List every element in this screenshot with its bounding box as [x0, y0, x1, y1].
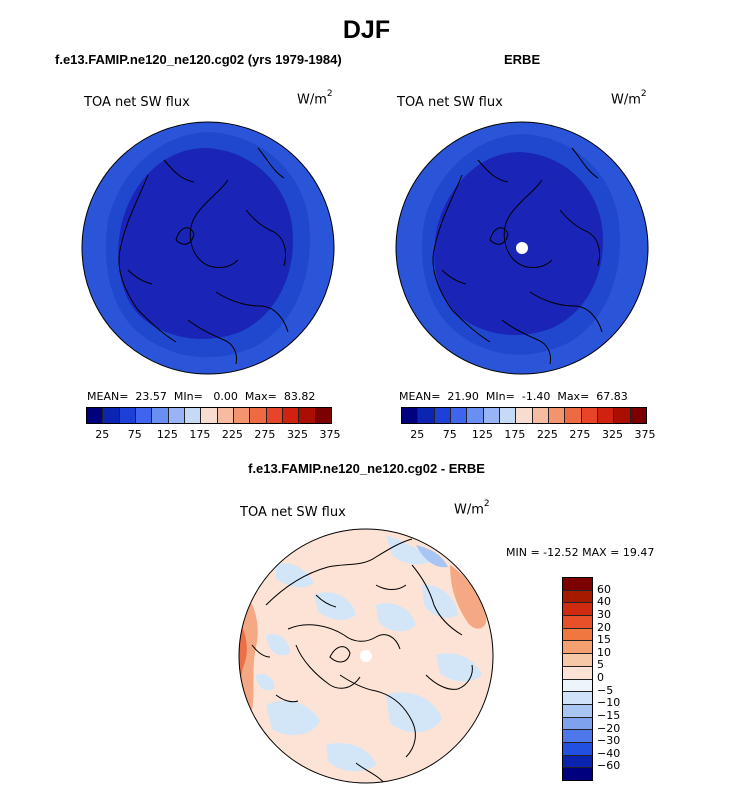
obs-polar-map	[395, 121, 649, 375]
colorbar-swatch	[467, 408, 484, 423]
colorbar-tick-label: 60	[597, 582, 611, 596]
colorbar-swatch	[402, 408, 419, 423]
diff-stats: MIN = -12.52 MAX = 19.47	[506, 546, 655, 559]
model-plot-label: TOA net SW flux	[84, 95, 190, 110]
colorbar-tick-label: −20	[597, 721, 621, 735]
obs-panel-title: ERBE	[504, 52, 541, 67]
colorbar-tick-label: −5	[597, 683, 614, 697]
obs-stats: MEAN= 21.90 MIn= -1.40 Max= 67.83	[399, 390, 628, 403]
colorbar-swatch	[483, 408, 500, 423]
colorbar-swatch	[563, 654, 592, 667]
colorbar-swatch	[563, 603, 592, 617]
colorbar-tick-label: 5	[597, 658, 604, 672]
colorbar-swatch	[548, 408, 566, 423]
colorbar-swatch	[201, 408, 218, 423]
colorbar-swatch	[597, 408, 615, 423]
colorbar-swatch	[614, 408, 631, 423]
diff-units: W/m2	[454, 499, 490, 518]
figure-title: DJF	[342, 16, 391, 44]
diff-plot-label: TOA net SW flux	[240, 505, 346, 520]
colorbar-swatch	[315, 408, 331, 423]
model-colorbar	[86, 407, 332, 424]
colorbar-tick-label: 175	[189, 428, 211, 441]
colorbar-swatch	[418, 408, 435, 423]
colorbar-tick-label: 325	[601, 428, 623, 441]
colorbar-swatch	[217, 408, 234, 423]
colorbar-swatch	[266, 408, 283, 423]
obs-colorbar-ticks: 25 75 125 175 225 275 325 375	[401, 428, 655, 442]
colorbar-swatch	[450, 408, 468, 423]
colorbar-swatch	[563, 641, 592, 655]
colorbar-tick-label: −15	[597, 708, 621, 722]
colorbar-swatch	[563, 578, 592, 591]
colorbar-swatch	[119, 408, 136, 423]
colorbar-tick-label: 225	[536, 428, 558, 441]
colorbar-swatch	[250, 408, 267, 423]
colorbar-swatch	[581, 408, 598, 423]
colorbar-swatch	[299, 408, 316, 423]
model-polar-map	[81, 121, 335, 375]
colorbar-tick-label: 25	[95, 428, 110, 441]
colorbar-swatch	[87, 408, 104, 423]
colorbar-tick-label: 20	[597, 620, 611, 634]
diff-colorbar-ticks: 60 40 30 20 15 10 5 0 −5 −10 −15 −20 −30 −40 −60	[597, 577, 637, 779]
model-stats: MEAN= 23.57 MIn= 0.00 Max= 83.82	[87, 390, 316, 403]
obs-units: W/m2	[611, 89, 647, 108]
colorbar-tick-label: 275	[569, 428, 591, 441]
colorbar-swatch	[563, 666, 592, 680]
colorbar-swatch	[563, 730, 592, 743]
colorbar-tick-label: 75	[442, 428, 457, 441]
colorbar-swatch	[103, 408, 120, 423]
colorbar-tick-label: 375	[634, 428, 656, 441]
colorbar-tick-label: 40	[597, 595, 611, 609]
colorbar-swatch	[563, 590, 592, 604]
colorbar-swatch	[152, 408, 169, 423]
colorbar-tick-label: 375	[319, 428, 341, 441]
colorbar-tick-label: 125	[156, 428, 178, 441]
diff-panel-title: f.e13.FAMIP.ne120_ne120.cg02 - ERBE	[248, 461, 485, 476]
colorbar-swatch	[434, 408, 451, 423]
colorbar-swatch	[565, 408, 582, 423]
colorbar-swatch	[563, 679, 592, 693]
colorbar-tick-label: −60	[597, 759, 621, 773]
colorbar-tick-label: 75	[127, 428, 142, 441]
colorbar-tick-label: 25	[410, 428, 425, 441]
colorbar-tick-label: 125	[471, 428, 493, 441]
colorbar-tick-label: 225	[221, 428, 243, 441]
model-units: W/m2	[297, 89, 333, 108]
colorbar-swatch	[532, 408, 549, 423]
colorbar-swatch	[516, 408, 533, 423]
colorbar-swatch	[563, 692, 592, 705]
colorbar-tick-label: 0	[597, 671, 604, 684]
colorbar-swatch	[499, 408, 517, 423]
colorbar-tick-label: 275	[254, 428, 276, 441]
colorbar-swatch	[630, 408, 646, 423]
colorbar-swatch	[563, 717, 592, 731]
diff-colorbar	[562, 577, 593, 781]
colorbar-tick-label: 325	[286, 428, 308, 441]
colorbar-swatch	[563, 742, 592, 756]
obs-colorbar	[401, 407, 647, 424]
colorbar-swatch	[563, 616, 592, 629]
colorbar-swatch	[135, 408, 153, 423]
colorbar-swatch	[563, 755, 592, 769]
diff-polar-map	[238, 528, 494, 784]
colorbar-tick-label: −40	[597, 746, 621, 760]
obs-plot-label: TOA net SW flux	[397, 95, 503, 110]
colorbar-swatch	[168, 408, 185, 423]
colorbar-tick-label: 10	[597, 645, 611, 659]
colorbar-swatch	[184, 408, 202, 423]
colorbar-swatch	[563, 768, 592, 780]
colorbar-tick-label: −10	[597, 696, 621, 710]
colorbar-swatch	[282, 408, 300, 423]
colorbar-swatch	[563, 704, 592, 718]
colorbar-tick-label: 30	[597, 607, 611, 621]
colorbar-swatch	[233, 408, 251, 423]
colorbar-tick-label: 15	[597, 633, 611, 647]
colorbar-swatch	[563, 628, 592, 642]
model-colorbar-ticks: 25 75 125 175 225 275 325 375	[86, 428, 340, 442]
colorbar-tick-label: 175	[504, 428, 526, 441]
model-panel-title: f.e13.FAMIP.ne120_ne120.cg02 (yrs 1979-1…	[55, 52, 342, 67]
colorbar-tick-label: −30	[597, 734, 621, 748]
